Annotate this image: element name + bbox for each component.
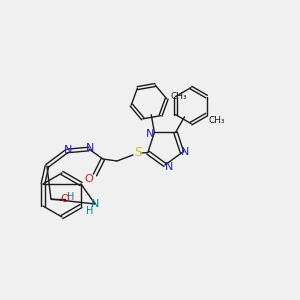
Text: CH₃: CH₃ — [170, 92, 187, 101]
Text: CH₃: CH₃ — [209, 116, 225, 125]
Text: N: N — [91, 199, 99, 209]
Text: O: O — [85, 174, 93, 184]
Text: H: H — [86, 206, 94, 216]
Text: S: S — [134, 146, 142, 158]
Text: H: H — [67, 192, 75, 202]
Text: N: N — [146, 129, 154, 140]
Text: O: O — [61, 194, 69, 204]
Text: N: N — [165, 162, 173, 172]
Text: N: N — [181, 147, 189, 157]
Text: N: N — [64, 145, 72, 155]
Text: N: N — [86, 143, 94, 153]
